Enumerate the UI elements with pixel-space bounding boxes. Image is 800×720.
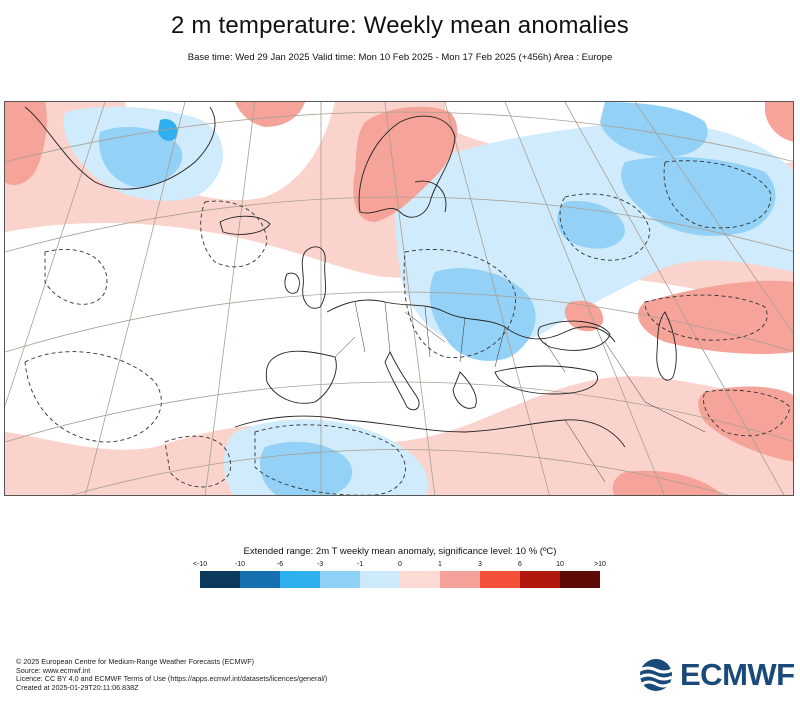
warm-anomaly-top-left bbox=[5, 102, 47, 185]
map-svg bbox=[5, 102, 793, 495]
country-borders bbox=[334, 301, 706, 483]
warm-anomaly-scandinavia bbox=[353, 106, 458, 222]
legend-swatch bbox=[360, 571, 400, 588]
legend-swatch bbox=[480, 571, 520, 588]
significance-contours bbox=[24, 160, 791, 495]
legend-swatch bbox=[200, 571, 240, 588]
legend-tick: -10 bbox=[234, 561, 246, 568]
cold-anomaly-russia bbox=[621, 156, 776, 236]
legend-title: Extended range: 2m T weekly mean anomaly… bbox=[243, 546, 557, 557]
legend-swatch bbox=[520, 571, 560, 588]
ecmwf-logo[interactable]: ECMWF bbox=[636, 657, 795, 693]
warm-anomaly-top-right bbox=[765, 102, 793, 142]
legend-tick: 10 bbox=[556, 561, 564, 568]
legend-tick: 0 bbox=[398, 561, 402, 568]
anomaly-map[interactable] bbox=[4, 101, 794, 496]
legend-swatch bbox=[320, 571, 360, 588]
footer-copyright: © 2025 European Centre for Medium-Range … bbox=[16, 657, 255, 666]
cold-anomaly-balkans bbox=[429, 268, 536, 361]
legend-tick: 3 bbox=[478, 561, 482, 568]
legend-tick: 1 bbox=[438, 561, 442, 568]
warm-anomaly-caspian bbox=[637, 280, 793, 354]
footer-source: Source: www.ecmwf.int bbox=[16, 665, 91, 675]
legend-swatch bbox=[400, 571, 440, 588]
footer-credits: © 2025 European Centre for Medium-Range … bbox=[16, 657, 328, 692]
chart-subtitle: Base time: Wed 29 Jan 2025 Valid time: M… bbox=[187, 52, 613, 63]
warm-anomaly-middle-east bbox=[698, 386, 793, 462]
legend-swatch bbox=[240, 571, 280, 588]
ecmwf-globe-icon bbox=[639, 659, 673, 691]
chart-title: 2 m temperature: Weekly mean anomalies bbox=[170, 12, 630, 39]
legend-swatch bbox=[280, 571, 320, 588]
footer-licence: Licence: CC BY 4.0 and ECMWF Terms of Us… bbox=[16, 674, 328, 684]
legend-tick: 6 bbox=[518, 561, 522, 568]
legend-colorbar bbox=[200, 571, 600, 588]
legend-tick: -3 bbox=[316, 561, 324, 568]
cold-anomaly-greenland-core bbox=[158, 118, 178, 141]
legend-tick: <-10 bbox=[192, 561, 208, 568]
legend-tick: -1 bbox=[356, 561, 364, 568]
cold-anomaly-greenland-mid bbox=[99, 127, 183, 187]
coastlines bbox=[24, 106, 677, 448]
legend-swatch bbox=[560, 571, 600, 588]
warm-anomaly-arabia bbox=[612, 470, 723, 495]
cold-anomaly-ukraine bbox=[557, 201, 625, 249]
footer-created: Created at 2025-01-29T20:11:06.838Z bbox=[16, 682, 139, 692]
graticule bbox=[5, 102, 793, 495]
legend-tick: -6 bbox=[276, 561, 284, 568]
ecmwf-logo-text: ECMWF bbox=[680, 657, 795, 692]
legend-tick: >10 bbox=[594, 561, 606, 568]
legend-ticks: <-10 -10 -6 -3 -1 0 1 3 6 10 >10 bbox=[193, 561, 606, 571]
legend-swatch bbox=[440, 571, 480, 588]
